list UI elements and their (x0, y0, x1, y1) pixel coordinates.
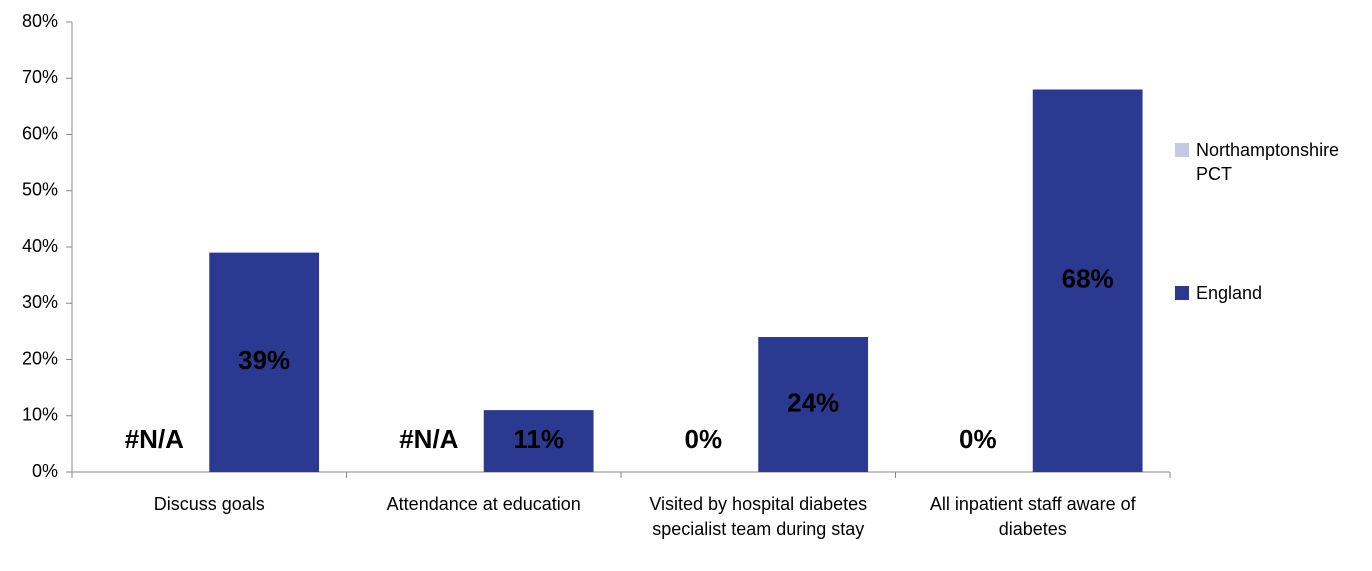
value-label: 0% (685, 424, 723, 454)
x-tick-label: Attendance at education (386, 494, 581, 514)
value-label: 39% (238, 345, 290, 375)
value-label: 68% (1062, 264, 1114, 294)
value-label: 11% (513, 424, 564, 454)
y-tick-label: 0% (32, 461, 58, 481)
y-tick-label: 10% (22, 405, 58, 425)
value-label: #N/A (399, 424, 458, 454)
y-tick-label: 80% (22, 11, 58, 31)
y-tick-label: 50% (22, 180, 58, 200)
y-tick-label: 60% (22, 123, 58, 143)
y-tick-label: 40% (22, 236, 58, 256)
legend-swatch (1175, 143, 1189, 157)
bar (209, 252, 320, 472)
legend-swatch (1175, 286, 1189, 300)
bar (758, 337, 869, 472)
legend-label: England (1196, 283, 1263, 303)
x-tick-label: Discuss goals (153, 494, 265, 514)
bar (483, 410, 594, 472)
value-label: 0% (959, 424, 997, 454)
x-tick-label: All inpatient staff aware of diabetes (929, 494, 1136, 539)
value-label: 24% (787, 387, 839, 417)
bar (1032, 89, 1143, 472)
y-tick-label: 70% (22, 67, 58, 87)
value-label: #N/A (125, 424, 184, 454)
y-tick-label: 30% (22, 292, 58, 312)
x-tick-label: Visited by hospital diabetes specialist … (649, 494, 868, 539)
legend-label: Northamptonshire PCT (1196, 140, 1340, 184)
y-tick-label: 20% (22, 348, 58, 368)
